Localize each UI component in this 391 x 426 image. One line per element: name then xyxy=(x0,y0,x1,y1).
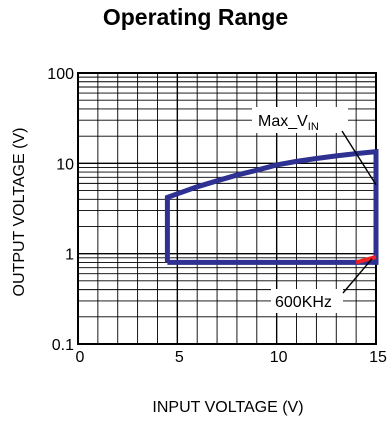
x-tick-label: 15 xyxy=(369,349,387,366)
y-tick-label: 1 xyxy=(65,247,74,264)
x-tick-label: 0 xyxy=(76,349,85,366)
y-tick-label: 0.1 xyxy=(52,337,74,354)
series-line-1 xyxy=(355,254,377,265)
y-tick-label: 100 xyxy=(47,66,74,83)
x-tick-label: 10 xyxy=(270,349,288,366)
max-vin-leader-line xyxy=(341,130,377,186)
max-vin-label-bg xyxy=(252,107,348,133)
y-tick-label: 10 xyxy=(56,156,74,173)
max-vin-label: Max_VIN xyxy=(258,113,319,133)
annotations: Max_VIN 600KHz xyxy=(252,107,377,313)
tick-labels: 0 5 10 15 0.1 1 10 100 xyxy=(47,66,387,366)
freq-label: 600KHz xyxy=(275,294,332,311)
y-axis-label: OUTPUT VOLTAGE (V) xyxy=(11,128,28,297)
x-tick-label: 5 xyxy=(175,349,184,366)
chart-title: Operating Range xyxy=(102,4,289,30)
x-axis-label: INPUT VOLTAGE (V) xyxy=(152,399,303,416)
freq-leader-line xyxy=(342,258,373,294)
series-layer xyxy=(164,148,379,265)
freq-label-bg xyxy=(271,289,343,313)
series-line-0 xyxy=(164,148,379,265)
